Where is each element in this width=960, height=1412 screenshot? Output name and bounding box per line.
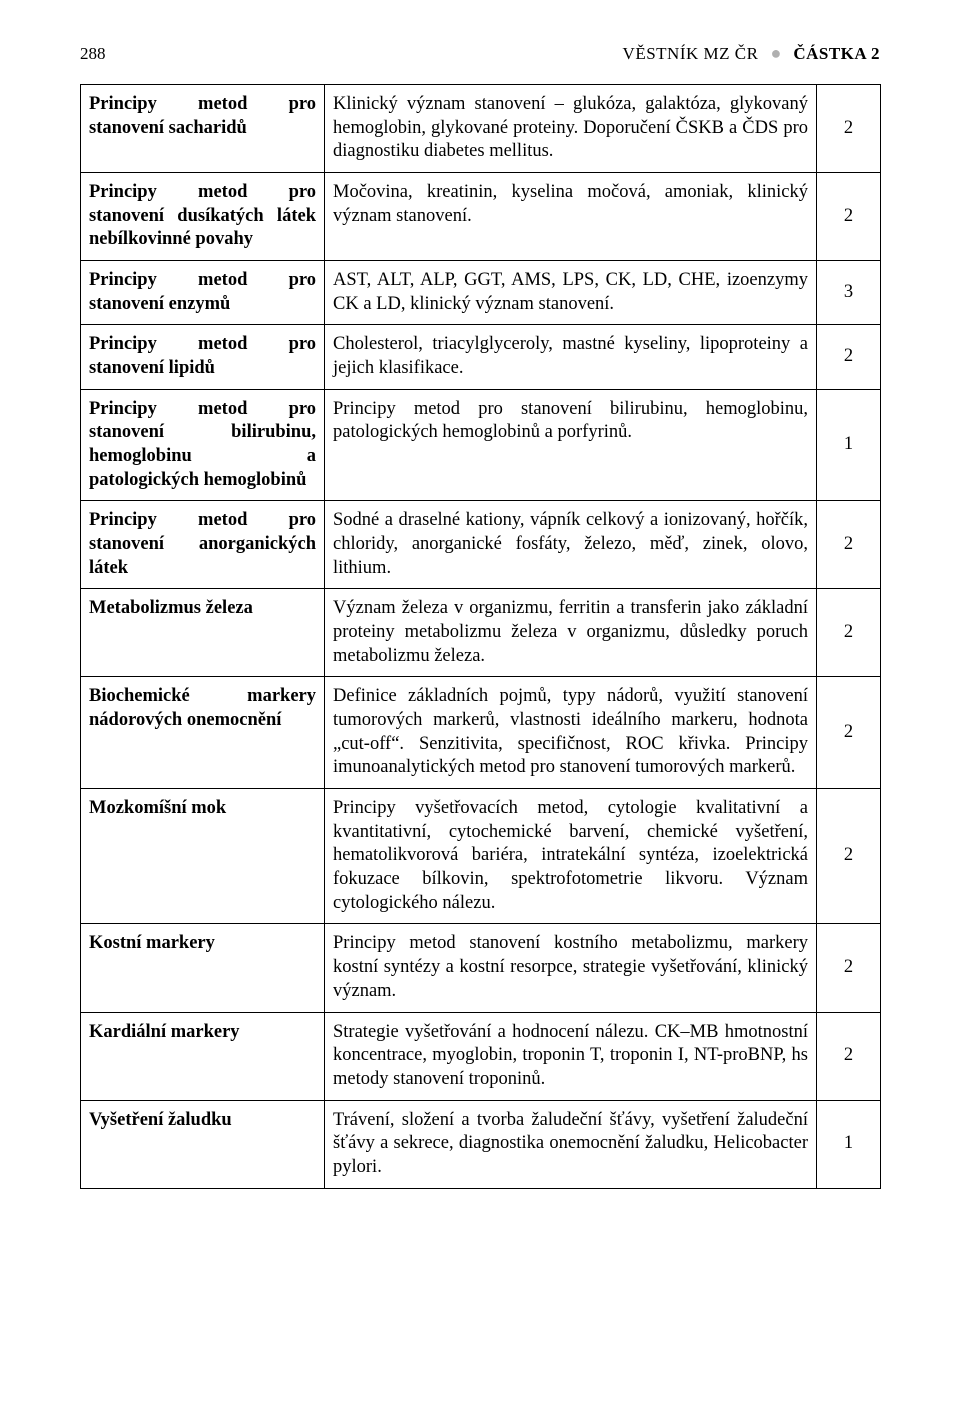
row-credit: 1 <box>817 389 881 501</box>
row-credit: 2 <box>817 589 881 677</box>
row-desc: Klinický význam stanovení – glukóza, gal… <box>325 85 817 173</box>
row-credit: 3 <box>817 261 881 325</box>
row-topic: Biochemické markery nádorových onemocněn… <box>81 677 325 789</box>
content-table: Principy metod pro stanovení sacharidů K… <box>80 84 881 1189</box>
row-desc: Sodné a draselné kationy, vápník celkový… <box>325 501 817 589</box>
row-credit: 2 <box>817 789 881 924</box>
row-desc: Principy metod pro stanovení bilirubinu,… <box>325 389 817 501</box>
row-credit: 2 <box>817 677 881 789</box>
bullet-icon: ● <box>770 44 781 62</box>
row-desc: Strategie vyšetřování a hodnocení nálezu… <box>325 1012 817 1100</box>
table-row: Mozkomíšní mok Principy vyšetřovacích me… <box>81 789 881 924</box>
table-row: Metabolizmus železa Význam železa v orga… <box>81 589 881 677</box>
table-row: Principy metod pro stanovení dusíkatých … <box>81 173 881 261</box>
page: 288 VĚSTNÍK MZ ČR ● ČÁSTKA 2 Principy me… <box>0 0 960 1412</box>
row-desc: Význam železa v organizmu, ferritin a tr… <box>325 589 817 677</box>
row-credit: 1 <box>817 1100 881 1188</box>
row-topic: Principy metod pro stanovení lipidů <box>81 325 325 389</box>
row-topic: Vyšetření žaludku <box>81 1100 325 1188</box>
row-credit: 2 <box>817 924 881 1012</box>
table-row: Principy metod pro stanovení sacharidů K… <box>81 85 881 173</box>
row-desc: Principy vyšetřovacích metod, cytologie … <box>325 789 817 924</box>
row-credit: 2 <box>817 173 881 261</box>
row-topic: Principy metod pro stanovení sacharidů <box>81 85 325 173</box>
row-credit: 2 <box>817 501 881 589</box>
header-right: VĚSTNÍK MZ ČR ● ČÁSTKA 2 <box>623 44 880 64</box>
row-credit: 2 <box>817 85 881 173</box>
issue-label: ČÁSTKA 2 <box>793 44 880 64</box>
row-desc: Močovina, kreatinin, kyselina močová, am… <box>325 173 817 261</box>
table-row: Principy metod pro stanovení enzymů AST,… <box>81 261 881 325</box>
row-desc: AST, ALT, ALP, GGT, AMS, LPS, CK, LD, CH… <box>325 261 817 325</box>
row-desc: Principy metod stanovení kostního metabo… <box>325 924 817 1012</box>
table-row: Principy metod pro stanovení lipidů Chol… <box>81 325 881 389</box>
row-topic: Principy metod pro stanovení dusíkatých … <box>81 173 325 261</box>
journal-name: VĚSTNÍK MZ ČR <box>623 44 759 64</box>
page-number: 288 <box>80 44 106 64</box>
row-topic: Metabolizmus železa <box>81 589 325 677</box>
row-topic: Kostní markery <box>81 924 325 1012</box>
row-topic: Mozkomíšní mok <box>81 789 325 924</box>
table-row: Vyšetření žaludku Trávení, složení a tvo… <box>81 1100 881 1188</box>
row-desc: Trávení, složení a tvorba žaludeční šťáv… <box>325 1100 817 1188</box>
page-header: 288 VĚSTNÍK MZ ČR ● ČÁSTKA 2 <box>80 44 880 64</box>
row-topic: Principy metod pro stanovení bilirubinu,… <box>81 389 325 501</box>
row-desc: Cholesterol, triacylglyceroly, mastné ky… <box>325 325 817 389</box>
row-topic: Principy metod pro stanovení enzymů <box>81 261 325 325</box>
row-topic: Kardiální markery <box>81 1012 325 1100</box>
table-row: Principy metod pro stanovení anorganický… <box>81 501 881 589</box>
table-row: Principy metod pro stanovení bilirubinu,… <box>81 389 881 501</box>
table-row: Kardiální markery Strategie vyšetřování … <box>81 1012 881 1100</box>
row-credit: 2 <box>817 325 881 389</box>
row-topic: Principy metod pro stanovení anorganický… <box>81 501 325 589</box>
table-row: Biochemické markery nádorových onemocněn… <box>81 677 881 789</box>
row-desc: Definice základních pojmů, typy nádorů, … <box>325 677 817 789</box>
table-row: Kostní markery Principy metod stanovení … <box>81 924 881 1012</box>
row-credit: 2 <box>817 1012 881 1100</box>
